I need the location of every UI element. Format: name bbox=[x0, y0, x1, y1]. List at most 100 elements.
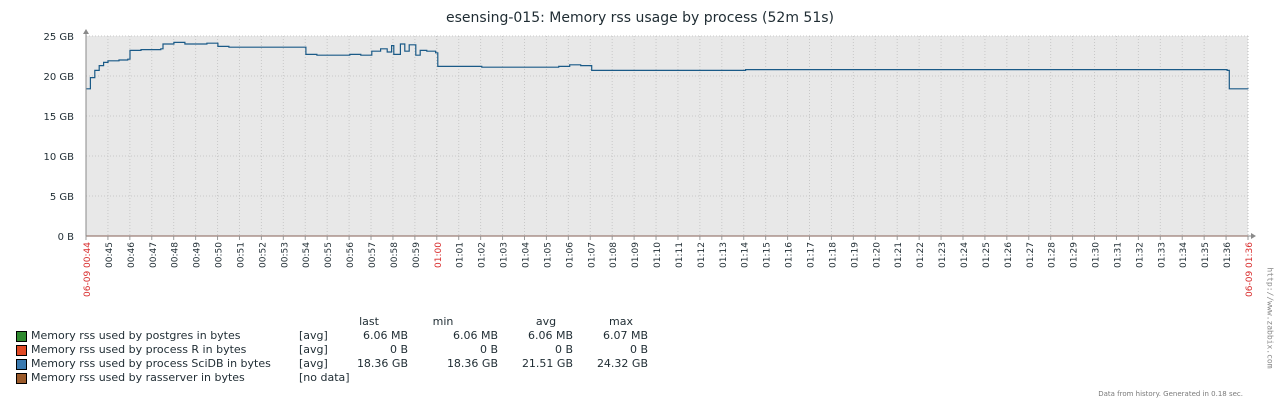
series-line-memory-rss-used-by-process-scidb-in-bytes bbox=[86, 41, 1249, 90]
x-tick-label: 01:19 bbox=[850, 242, 860, 268]
legend-header-min: min bbox=[432, 315, 454, 328]
legend-item: Memory rss used by process SciDB in byte… bbox=[16, 357, 696, 371]
legend-value-avg: 6.06 MB bbox=[527, 329, 573, 342]
x-tick-label: 01:33 bbox=[1157, 242, 1167, 268]
x-tick-label: 00:50 bbox=[215, 242, 225, 268]
x-tick-label: 01:36 bbox=[1223, 242, 1233, 268]
legend-value-max: 24.32 GB bbox=[596, 357, 648, 370]
x-tick-label: 06-09 01:36 bbox=[1245, 242, 1255, 297]
x-tick-label: 01:34 bbox=[1179, 242, 1189, 268]
x-tick-label: 00:53 bbox=[280, 242, 290, 268]
x-tick-label: 00:59 bbox=[412, 242, 422, 268]
x-tick-label: 01:07 bbox=[587, 242, 597, 268]
x-tick-label: 00:45 bbox=[105, 242, 115, 268]
legend-series-name: Memory rss used by process R in bytes bbox=[31, 343, 247, 356]
x-tick-label: 01:04 bbox=[521, 242, 531, 268]
legend-swatch bbox=[16, 331, 27, 342]
x-tick-label: 01:00 bbox=[434, 242, 444, 268]
legend-value-avg: 0 B bbox=[554, 343, 573, 356]
legend-function: [no data] bbox=[299, 371, 350, 384]
x-tick-label: 01:27 bbox=[1026, 242, 1036, 268]
memory-chart: 06-09 00:44 00:45 00:46 00:47 00:48 00:49 00:5… bbox=[43, 10, 1256, 297]
x-tick-label: 01:02 bbox=[478, 242, 488, 268]
y-axis-arrow bbox=[83, 29, 89, 34]
y-tick-label: 25 GB bbox=[43, 32, 74, 43]
y-tick-label: 10 GB bbox=[43, 152, 74, 163]
x-tick-label: 01:05 bbox=[543, 242, 553, 268]
legend-function: [avg] bbox=[299, 343, 328, 356]
x-tick-label: 01:25 bbox=[982, 242, 992, 268]
legend-header-avg: avg bbox=[535, 315, 557, 328]
x-tick-label: 00:46 bbox=[127, 242, 137, 268]
x-tick-label: 01:08 bbox=[609, 242, 619, 268]
x-axis-arrow bbox=[1251, 233, 1256, 239]
x-tick-label: 00:58 bbox=[390, 242, 400, 268]
x-tick-label: 01:31 bbox=[1113, 242, 1123, 268]
x-tick-label: 01:13 bbox=[719, 242, 729, 268]
legend-function: [avg] bbox=[299, 329, 328, 342]
generation-footer: Data from history. Generated in 0.18 sec… bbox=[1098, 390, 1243, 398]
x-tick-label: 01:20 bbox=[872, 242, 882, 268]
x-tick-label: 00:52 bbox=[258, 242, 268, 268]
y-tick-label: 0 B bbox=[58, 232, 75, 243]
x-tick-label: 01:15 bbox=[763, 242, 773, 268]
x-tick-label: 01:30 bbox=[1092, 242, 1102, 268]
x-tick-label: 01:12 bbox=[697, 242, 707, 268]
legend-item: Memory rss used by process R in bytes [av… bbox=[16, 343, 696, 357]
legend-header-last: last bbox=[359, 315, 379, 328]
x-tick-label: 00:48 bbox=[171, 242, 181, 268]
legend-swatch bbox=[16, 359, 27, 370]
x-tick-label: 01:01 bbox=[456, 242, 466, 268]
x-tick-label: 01:23 bbox=[938, 242, 948, 268]
x-tick-label: 00:56 bbox=[346, 242, 356, 268]
legend-value-max: 6.07 MB bbox=[602, 329, 648, 342]
x-tick-label: 00:57 bbox=[368, 242, 378, 268]
y-tick-label: 5 GB bbox=[50, 192, 74, 203]
x-tick-label: 01:32 bbox=[1135, 242, 1145, 268]
legend-swatch bbox=[16, 345, 27, 356]
legend-item: Memory rss used by postgres in bytes [avg… bbox=[16, 329, 696, 343]
legend-value-min: 6.06 MB bbox=[452, 329, 498, 342]
x-tick-label: 00:47 bbox=[149, 242, 159, 268]
legend-value-avg: 21.51 GB bbox=[521, 357, 573, 370]
legend-value-min: 18.36 GB bbox=[446, 357, 498, 370]
x-tick-label: 01:28 bbox=[1048, 242, 1058, 268]
y-tick-label: 15 GB bbox=[43, 112, 74, 123]
x-tick-label: 01:29 bbox=[1070, 242, 1080, 268]
x-tick-label: 01:03 bbox=[500, 242, 510, 268]
legend-header-max: max bbox=[609, 315, 633, 328]
chart-title: esensing-015: Memory rss usage by proces… bbox=[446, 10, 834, 26]
legend-value-last: 18.36 GB bbox=[356, 357, 408, 370]
x-tick-label: 01:10 bbox=[653, 242, 663, 268]
axis-layer: 06-09 00:44 00:45 00:46 00:47 00:48 00:49 00:5… bbox=[43, 29, 1256, 297]
x-tick-label: 01:14 bbox=[741, 242, 751, 268]
x-tick-label: 01:09 bbox=[631, 242, 641, 268]
x-tick-label: 01:26 bbox=[1004, 242, 1014, 268]
legend-swatch bbox=[16, 373, 27, 384]
x-tick-label: 01:35 bbox=[1201, 242, 1211, 268]
legend-value-last: 0 B bbox=[389, 343, 408, 356]
x-tick-label: 01:06 bbox=[565, 242, 575, 268]
legend-item: Memory rss used by rasserver in bytes [no… bbox=[16, 371, 696, 385]
x-tick-label: 01:21 bbox=[894, 242, 904, 268]
x-tick-label: 06-09 00:44 bbox=[83, 242, 93, 297]
legend-series-name: Memory rss used by rasserver in bytes bbox=[31, 371, 245, 384]
x-tick-label: 00:54 bbox=[302, 242, 312, 268]
x-tick-label: 01:24 bbox=[960, 242, 970, 268]
x-tick-label: 00:51 bbox=[236, 242, 246, 268]
legend-function: [avg] bbox=[299, 357, 328, 370]
x-tick-label: 00:55 bbox=[324, 242, 334, 268]
legend-value-last: 6.06 MB bbox=[362, 329, 408, 342]
legend-series-name: Memory rss used by postgres in bytes bbox=[31, 329, 241, 342]
legend: last min avg max Memory rss used by post… bbox=[0, 315, 700, 395]
legend-value-min: 0 B bbox=[479, 343, 498, 356]
zabbix-watermark: http://www.zabbix.com bbox=[1265, 267, 1275, 369]
x-tick-label: 01:22 bbox=[916, 242, 926, 268]
y-tick-label: 20 GB bbox=[43, 72, 74, 83]
x-tick-label: 01:18 bbox=[828, 242, 838, 268]
plot-area bbox=[86, 36, 1248, 236]
x-tick-label: 00:49 bbox=[193, 242, 203, 268]
x-tick-label: 01:17 bbox=[807, 242, 817, 268]
x-tick-label: 01:11 bbox=[675, 242, 685, 268]
x-tick-label: 01:16 bbox=[785, 242, 795, 268]
